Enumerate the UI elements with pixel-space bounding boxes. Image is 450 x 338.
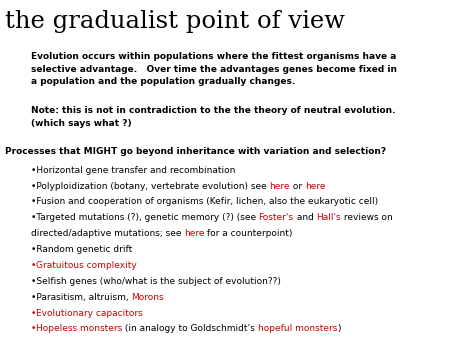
Text: for a counterpoint): for a counterpoint): [204, 229, 293, 238]
Text: •Parasitism, altruism,: •Parasitism, altruism,: [31, 293, 131, 302]
Text: Gratuitous complexity: Gratuitous complexity: [36, 261, 137, 270]
Text: reviews on: reviews on: [341, 213, 393, 222]
Text: •Targeted mutations (?), genetic memory (?) (see: •Targeted mutations (?), genetic memory …: [31, 213, 259, 222]
Text: •Horizontal gene transfer and recombination: •Horizontal gene transfer and recombinat…: [31, 166, 235, 175]
Text: here: here: [184, 229, 204, 238]
Text: here: here: [305, 182, 325, 191]
Text: Hopeless monsters: Hopeless monsters: [36, 324, 122, 334]
Text: •Fusion and cooperation of organisms (Kefir, lichen, also the eukaryotic cell): •Fusion and cooperation of organisms (Ke…: [31, 197, 378, 207]
Text: Evolution occurs within populations where the fittest organisms have a
selective: Evolution occurs within populations wher…: [31, 52, 396, 86]
Text: Evolutionary capacitors: Evolutionary capacitors: [36, 309, 143, 318]
Text: •: •: [31, 324, 36, 334]
Text: Morons: Morons: [131, 293, 164, 302]
Text: •Polyploidization (botany, vertebrate evolution) see: •Polyploidization (botany, vertebrate ev…: [31, 182, 269, 191]
Text: Processes that MIGHT go beyond inheritance with variation and selection?: Processes that MIGHT go beyond inheritan…: [5, 147, 387, 156]
Text: here: here: [269, 182, 290, 191]
Text: (in analogy to Goldschmidt’s: (in analogy to Goldschmidt’s: [122, 324, 258, 334]
Text: •: •: [31, 309, 36, 318]
Text: or: or: [290, 182, 305, 191]
Text: hopeful monsters: hopeful monsters: [258, 324, 338, 334]
Text: and: and: [293, 213, 316, 222]
Text: the gradualist point of view: the gradualist point of view: [5, 10, 346, 33]
Text: •Selfish genes (who/what is the subject of evolution??): •Selfish genes (who/what is the subject …: [31, 277, 280, 286]
Text: Hall's: Hall's: [316, 213, 341, 222]
Text: ): ): [338, 324, 341, 334]
Text: directed/adaptive mutations; see: directed/adaptive mutations; see: [31, 229, 184, 238]
Text: •: •: [31, 261, 36, 270]
Text: Foster's: Foster's: [259, 213, 293, 222]
Text: •Random genetic drift: •Random genetic drift: [31, 245, 132, 254]
Text: Note: this is not in contradiction to the the theory of neutral evolution.
(whic: Note: this is not in contradiction to th…: [31, 106, 395, 128]
